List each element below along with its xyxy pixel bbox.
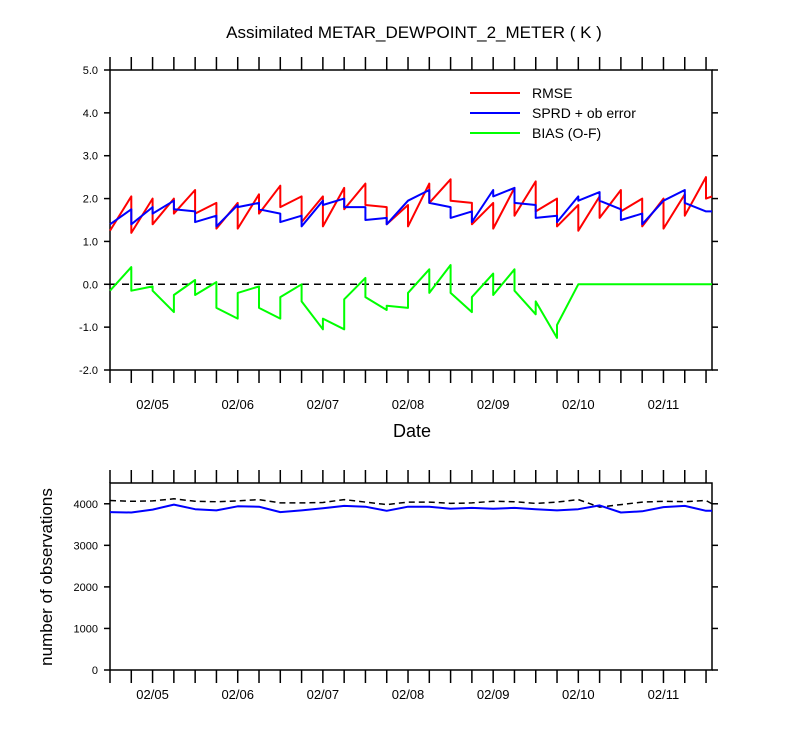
- y-tick-label: 4.0: [83, 108, 98, 120]
- x-tick-label: 02/09: [477, 397, 510, 412]
- legend-label: RMSE: [532, 85, 572, 101]
- plot-frame: [109, 482, 713, 671]
- y-tick-label: 3.0: [83, 151, 98, 163]
- x-tick-label: 02/08: [392, 687, 425, 702]
- x-tick-label: 02/09: [477, 687, 510, 702]
- x-axis-label: Date: [393, 421, 431, 441]
- chart-title: Assimilated METAR_DEWPOINT_2_METER ( K ): [226, 23, 602, 42]
- y-tick-label: 3000: [74, 540, 98, 552]
- series-line-assimilated: [109, 503, 712, 514]
- series-line-bias-o-f: [109, 264, 712, 339]
- series-line-sprd-ob-error: [109, 186, 712, 228]
- plot-frame: [109, 69, 713, 371]
- y-tick-label: 2.0: [83, 194, 98, 206]
- x-tick-label: 02/10: [562, 687, 595, 702]
- x-tick-label: 02/05: [136, 397, 169, 412]
- x-tick-label: 02/08: [392, 397, 425, 412]
- x-tick-label: 02/07: [307, 397, 340, 412]
- y-tick-label: 0: [92, 665, 98, 677]
- top-panel: 02/05 02/06 02/07 02/08 02/09 02/10 02/11 -2.0 -…: [79, 57, 718, 412]
- y-tick-label: 4000: [74, 499, 98, 511]
- y-tick-label: 5.0: [83, 65, 98, 77]
- x-tick-label: 02/11: [648, 687, 680, 702]
- x-tick-label: 02/05: [136, 687, 169, 702]
- y-tick-label: -1.0: [79, 322, 98, 334]
- x-tick-label: 02/07: [307, 687, 340, 702]
- y-tick-label: -2.0: [79, 365, 98, 377]
- y-tick-label: 1.0: [83, 236, 98, 248]
- y-tick-label: 2000: [74, 582, 98, 594]
- series-line-possible: [109, 498, 713, 508]
- bottom-panel: 02/05 02/06 02/07 02/08 02/09 02/10 02/11 0 1000…: [74, 470, 718, 702]
- y-tick-label: 0.0: [83, 279, 98, 291]
- series-line-rmse: [109, 176, 713, 234]
- x-tick-label: 02/06: [221, 687, 254, 702]
- x-tick-label: 02/11: [648, 397, 680, 412]
- legend-label: SPRD + ob error: [532, 105, 636, 121]
- y-axis-label: number of observations: [37, 488, 56, 666]
- legend-label: BIAS (O-F): [532, 125, 601, 141]
- x-tick-label: 02/06: [221, 397, 254, 412]
- y-tick-label: 1000: [74, 623, 98, 635]
- x-tick-label: 02/10: [562, 397, 595, 412]
